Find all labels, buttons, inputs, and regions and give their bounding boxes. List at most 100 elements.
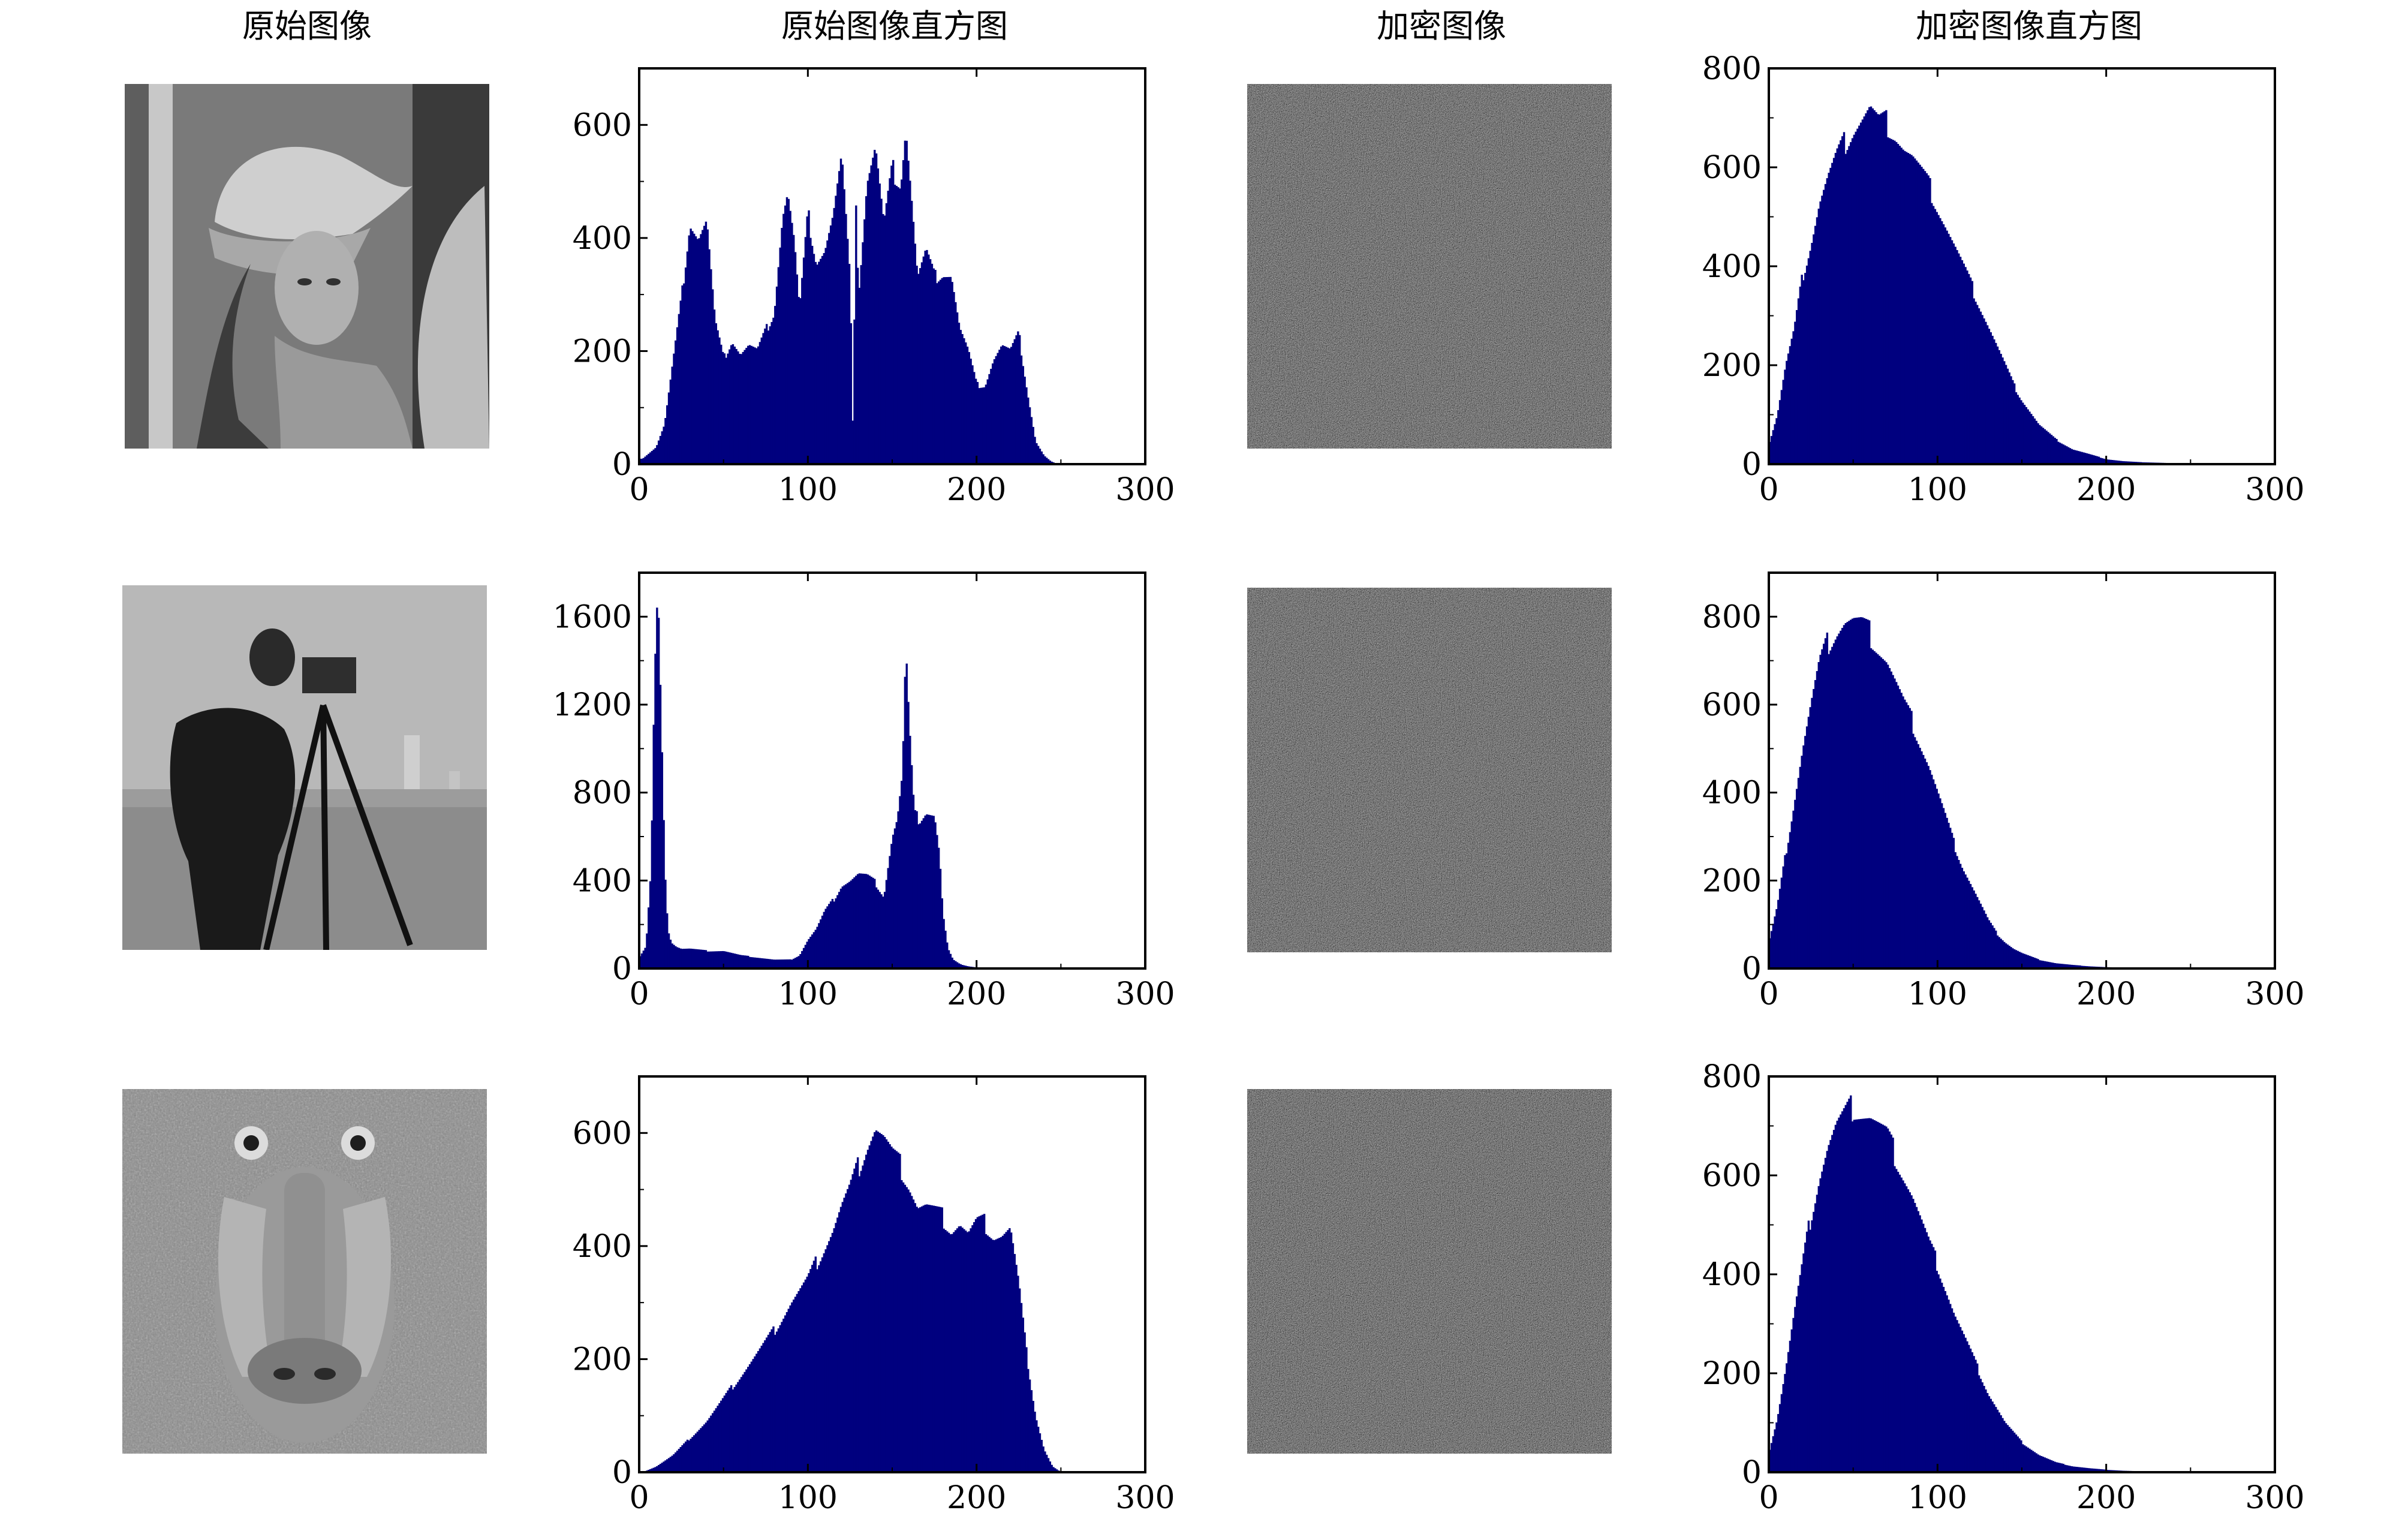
histogram-bar [1047,459,1050,464]
histogram-bar [1890,1134,1892,1472]
histogram-bar [1032,426,1034,464]
histogram-bar [993,359,996,464]
histogram-bar [1036,1420,1038,1472]
histogram-bar [698,1430,700,1472]
histogram-chart-0: 0 100 200 300 0 200 400 600 [573,67,1175,508]
x-tick-label: 200 [2076,472,2136,508]
histogram-bar [667,933,670,968]
histogram-bar [2006,368,2009,464]
histogram-bar [2043,961,2046,968]
histogram-bar [1897,685,1900,968]
histogram-bar [1868,1118,1871,1472]
histogram-bar [1804,273,1807,464]
histogram-bar [1790,1329,1793,1472]
histogram-bar [1979,903,1982,968]
histogram-bar [2015,950,2018,968]
histogram-bar [956,1228,959,1472]
histogram-bar [943,1228,945,1472]
histogram-bar [1814,680,1817,968]
y-tick-label: 600 [573,1115,632,1151]
histogram-bar [1952,243,1955,464]
encrypted-image-lena [1247,84,1612,449]
histogram-bar [762,958,764,968]
histogram-bar [1952,838,1955,968]
histogram-bar [978,388,980,464]
histogram-bar [1961,868,1964,968]
histogram-bar [2000,1415,2002,1472]
histogram-bar [1973,1356,1975,1472]
histogram-bar [991,1240,994,1472]
histogram-bar [1775,418,1778,464]
histogram-bar [1895,142,1898,465]
x-tick-label: 200 [947,472,1006,508]
histogram-bar [2062,1463,2064,1472]
histogram-bar [870,165,872,464]
histogram-bar [777,267,780,464]
histogram-bar [1831,1135,1834,1472]
histogram-bar [656,445,658,464]
histogram-bar [855,1163,857,1472]
histogram-bar [1040,451,1043,464]
histogram-bar [732,1389,735,1472]
histogram-bar [955,302,957,464]
histogram-bar [2072,1466,2075,1472]
histogram-bar [2001,357,2004,464]
histogram-bar [818,923,820,968]
histogram-bar [1774,916,1776,968]
histogram-bar [848,882,851,968]
histogram-bar [1989,1398,1992,1472]
histogram-bar [1055,1469,1058,1472]
histogram-bar [995,356,998,464]
histogram-bar [946,1231,949,1472]
histogram-bar [905,663,908,968]
histogram-bar [2054,437,2056,464]
y-tick-label: 600 [1702,1158,1762,1194]
histogram-bar [936,835,938,968]
histogram-bar [838,171,841,464]
histogram-bar [2040,1456,2043,1472]
histogram-bar [2033,958,2036,968]
histogram-bar [892,1148,895,1472]
histogram-bar [902,160,905,464]
histogram-bar [1022,1318,1025,1472]
histogram-bar [912,1199,915,1472]
histogram-bar [649,1469,652,1472]
histogram-bar [1823,643,1825,968]
histogram-bar [944,277,947,464]
histogram-bar [920,262,923,464]
histogram-bar [1939,218,1942,464]
histogram-bar [1921,167,1923,464]
histogram-bar [2077,1467,2080,1472]
histogram-bar [919,268,922,464]
histogram-bar [1892,675,1894,968]
histogram-bar [1861,1118,1864,1472]
histogram-bar [878,1132,881,1472]
x-tick-label: 300 [2245,1480,2304,1516]
histogram-bar [2047,432,2049,464]
histogram-bar [874,149,876,464]
histogram-bar [2003,1421,2006,1472]
histogram-bar [675,340,677,464]
histogram-bar [796,274,799,464]
histogram-bar [654,448,657,464]
histogram-bar [1804,736,1807,968]
histogram-bar [760,1345,763,1472]
histogram-bar [1046,1454,1048,1472]
histogram-bar [1054,1468,1056,1472]
woman-with-hat-photo [125,84,489,449]
histogram-bar [1877,654,1879,968]
histogram-bar [914,1203,916,1472]
histogram-bar [875,1130,878,1472]
histogram-bar [947,1232,950,1472]
histogram-bar [1894,678,1896,968]
y-tick-label: 400 [1702,249,1762,285]
histogram-bar [1989,922,1992,968]
histogram-bar [774,959,776,968]
histogram-bar [740,354,743,464]
histogram-bar [735,1384,738,1472]
histogram-bar [887,868,889,968]
histogram-bar [835,195,837,464]
histogram-bar [784,1315,787,1472]
histogram-bar [690,228,692,464]
histogram-bar [648,907,650,968]
